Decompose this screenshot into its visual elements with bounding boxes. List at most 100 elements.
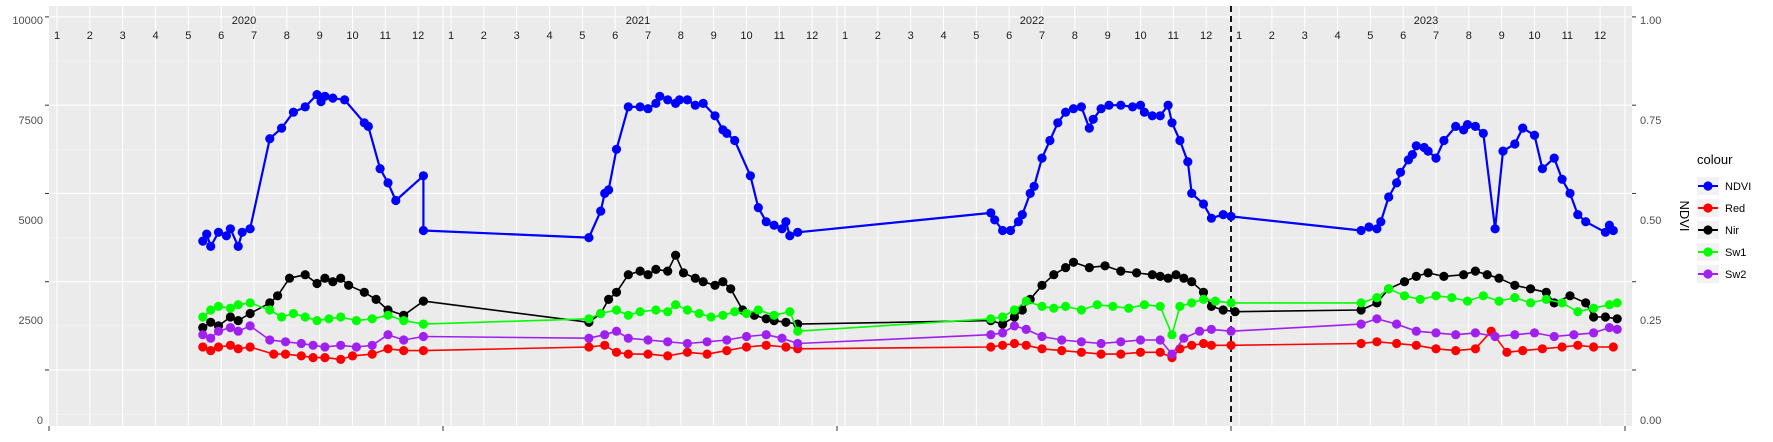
month-label: 11 (1168, 30, 1179, 42)
data-point (1049, 303, 1059, 313)
data-point (1439, 271, 1449, 281)
data-point (1009, 312, 1020, 322)
data-point (986, 208, 996, 218)
month-label: 3 (514, 30, 520, 42)
data-point (1581, 298, 1591, 308)
data-point (336, 312, 346, 322)
data-point (1451, 330, 1461, 340)
data-point (1198, 338, 1209, 349)
data-point (781, 342, 791, 352)
data-point (1155, 111, 1165, 121)
month-label: 10 (346, 30, 358, 42)
data-point (225, 224, 235, 234)
data-point (367, 340, 377, 350)
data-point (277, 123, 287, 133)
data-point (1187, 188, 1197, 198)
data-point (623, 270, 633, 280)
data-point (1411, 141, 1421, 151)
data-point (1037, 331, 1047, 342)
data-point (604, 185, 614, 195)
legend-item-red: Red (1697, 199, 1745, 217)
data-point (1037, 153, 1047, 163)
data-point (320, 273, 330, 283)
data-point (596, 308, 606, 319)
data-point (300, 102, 310, 112)
data-point (383, 330, 393, 340)
data-point (383, 344, 393, 354)
data-point (324, 314, 334, 324)
data-point (1470, 266, 1480, 276)
data-point (1226, 211, 1236, 221)
data-point (1076, 102, 1086, 112)
data-point (781, 217, 791, 227)
data-point (690, 100, 700, 110)
data-point (1088, 114, 1098, 124)
data-point (1135, 347, 1146, 357)
data-point (312, 316, 322, 326)
month-label: 4 (546, 30, 552, 42)
month-label: 8 (284, 30, 290, 42)
data-point (399, 316, 409, 326)
data-point (1372, 337, 1382, 347)
data-point (351, 316, 361, 326)
month-label: 3 (1302, 30, 1308, 42)
y2-tick-label: 0.75 (1640, 115, 1661, 127)
data-point (1604, 300, 1614, 310)
data-point (1526, 298, 1536, 308)
month-label: 5 (1367, 30, 1373, 42)
data-point (273, 291, 283, 301)
data-point (1431, 328, 1441, 338)
data-point (1017, 305, 1027, 315)
data-point (399, 335, 409, 345)
data-point (1478, 291, 1488, 301)
y2-tick-label: 1.00 (1640, 15, 1661, 27)
data-point (761, 330, 771, 340)
month-label: 9 (1499, 30, 1505, 42)
data-point (1061, 107, 1071, 117)
data-point (1057, 335, 1067, 345)
data-point (1557, 174, 1567, 184)
data-point (1537, 344, 1547, 354)
data-point (1384, 192, 1394, 202)
data-point (682, 347, 693, 357)
data-point (635, 266, 645, 276)
data-point (328, 277, 338, 287)
data-point (1013, 217, 1024, 227)
data-point (694, 308, 704, 319)
data-point (726, 284, 736, 294)
legend-key-point (1703, 269, 1713, 279)
data-point (718, 310, 728, 320)
data-point (1198, 287, 1209, 297)
data-point (1175, 135, 1185, 146)
data-point (702, 337, 712, 347)
data-point (611, 287, 622, 297)
data-point (1510, 280, 1520, 290)
data-point (998, 328, 1008, 338)
data-point (643, 349, 653, 359)
month-label: 5 (579, 30, 585, 42)
month-label: 8 (1072, 30, 1078, 42)
data-point (245, 298, 255, 308)
legend: colour NDVI Red Nir Sw1 Sw2 (1697, 152, 1751, 283)
data-point (1411, 340, 1421, 350)
data-point (1518, 346, 1528, 356)
y-tick-label: 7500 (19, 115, 43, 127)
month-label: 9 (1105, 30, 1111, 42)
data-point (710, 111, 720, 121)
month-label: 7 (1433, 30, 1439, 42)
data-point (1096, 338, 1106, 349)
data-point (1494, 273, 1504, 283)
data-point (206, 241, 216, 251)
data-point (1076, 305, 1086, 315)
data-point (1218, 210, 1228, 220)
y-tick-label: 0 (37, 415, 43, 427)
data-point (1092, 300, 1102, 310)
data-point (600, 340, 610, 350)
data-point (777, 333, 787, 343)
data-point (1147, 270, 1157, 280)
left-y-axis: 0 2500 5000 7500 10000 (12, 15, 43, 427)
data-point (1462, 120, 1473, 130)
data-point (1163, 100, 1173, 110)
data-point (1096, 104, 1106, 114)
data-point (206, 333, 216, 343)
